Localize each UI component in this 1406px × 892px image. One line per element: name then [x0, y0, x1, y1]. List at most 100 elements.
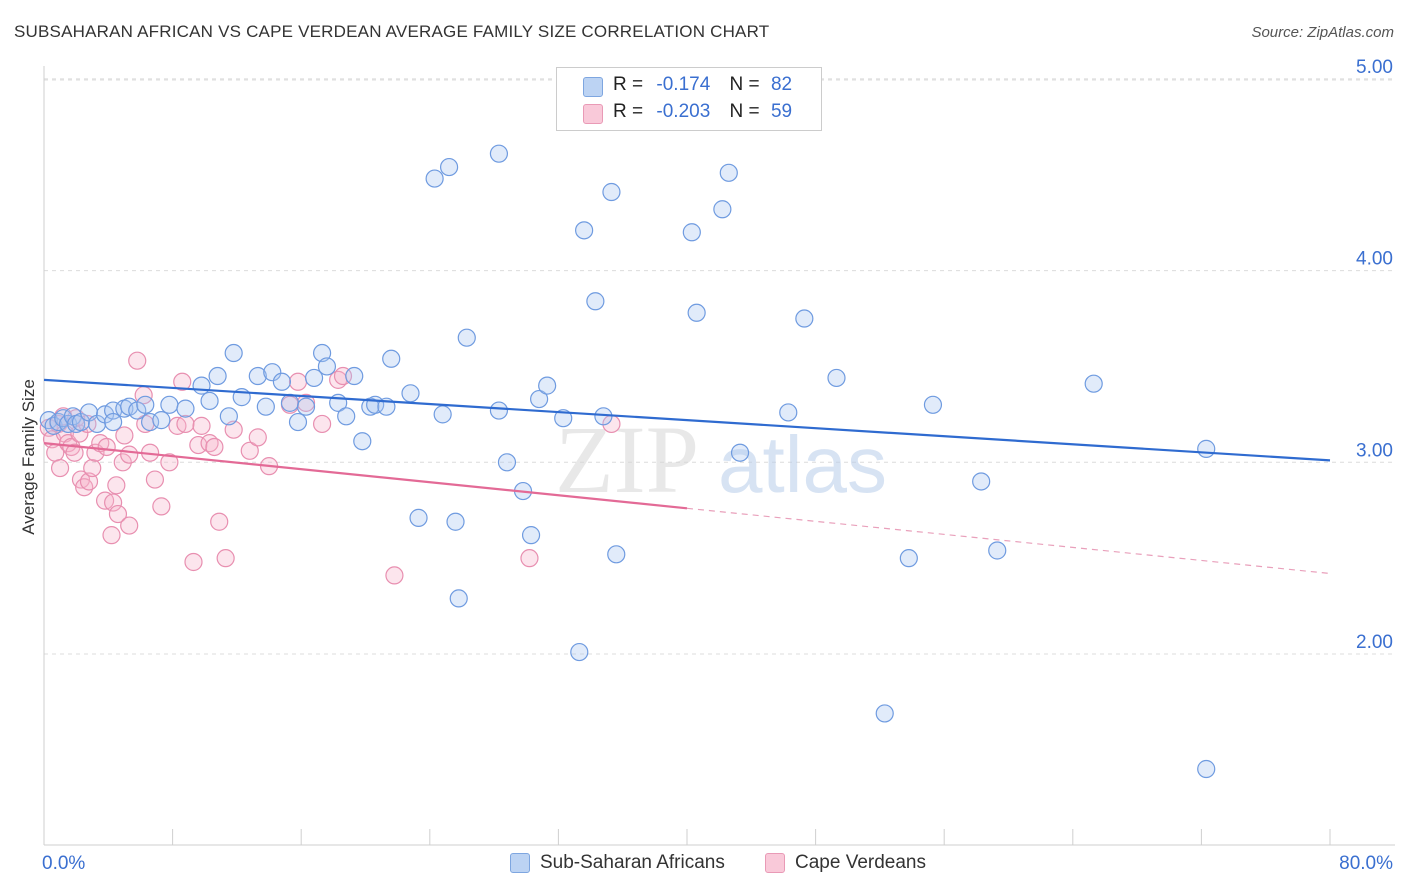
sub-saharan-africans-point	[337, 407, 356, 426]
cape-verdeans-point	[385, 566, 404, 585]
chart-title: SUBSAHARAN AFRICAN VS CAPE VERDEAN AVERA…	[14, 22, 770, 41]
cape-verdeans-point	[224, 420, 243, 439]
sub-saharan-africans-point	[607, 545, 626, 564]
sub-saharan-africans-point	[280, 393, 300, 412]
sub-saharan-africans-points	[39, 144, 1216, 779]
sub-saharan-africans-point	[224, 343, 243, 363]
cape-verdeans-point	[189, 435, 208, 455]
sub-saharan-africans-point	[446, 512, 465, 531]
source-label: Source: ZipAtlas.com	[1251, 24, 1394, 41]
trend-line-cape-verdeans-extension	[686, 507, 1331, 575]
sub-saharan-africans-point	[312, 343, 332, 363]
cape-verdeans-point	[288, 372, 308, 391]
sub-saharan-africans-point	[176, 399, 195, 418]
cape-verdeans-point	[520, 549, 539, 568]
sub-saharan-africans-point	[575, 221, 594, 240]
sub-saharan-africans-point	[219, 407, 238, 426]
cape-verdeans-point	[176, 414, 195, 434]
sub-saharan-africans-point	[288, 412, 308, 432]
sub-saharan-africans-point	[827, 368, 846, 388]
legend-swatch-pink	[765, 853, 785, 873]
sub-saharan-africans-point	[104, 412, 123, 432]
axes	[43, 66, 1395, 846]
tick-labels: 2.00 3.00 4.00 5.00 0.0% 80.0%	[42, 57, 1393, 874]
x-tick-label: 0.0%	[42, 853, 85, 874]
sub-saharan-africans-point	[530, 389, 549, 409]
sub-saharan-africans-point	[248, 366, 267, 386]
grid-lines	[44, 78, 1392, 655]
sub-saharan-africans-point	[140, 412, 160, 432]
sub-saharan-africans-point	[795, 309, 814, 328]
y-axis-label: Average Family Size	[19, 379, 38, 535]
watermark-atlas: atlas	[718, 420, 887, 509]
y-tick-label: 4.00	[1356, 249, 1393, 270]
cape-verdeans-point	[107, 476, 126, 495]
cape-verdeans-point	[115, 426, 134, 445]
cape-verdeans-point	[173, 372, 192, 391]
sub-saharan-africans-point	[602, 182, 621, 202]
legend-n-value: 82	[770, 74, 793, 95]
cape-verdeans-point	[102, 526, 121, 545]
sub-saharan-africans-point	[682, 223, 701, 242]
legend-r-label: R =	[613, 101, 644, 122]
sub-saharan-africans-point	[972, 472, 991, 491]
sub-saharan-africans-point	[433, 405, 452, 424]
sub-saharan-africans-point	[719, 163, 738, 182]
sub-saharan-africans-point	[449, 589, 468, 608]
sub-saharan-africans-point	[713, 200, 732, 219]
sub-saharan-africans-point	[570, 642, 589, 662]
sub-saharan-africans-point	[152, 411, 171, 430]
sub-saharan-africans-point	[554, 409, 573, 428]
sub-saharan-africans-point	[730, 443, 750, 462]
sub-saharan-africans-point	[263, 363, 282, 382]
cape-verdeans-point	[75, 478, 94, 497]
sub-saharan-africans-point	[538, 376, 557, 395]
cape-verdeans-point	[192, 416, 211, 435]
cape-verdeans-point	[128, 351, 147, 370]
cape-verdeans-point	[108, 504, 128, 524]
x-tick-label: 80.0%	[1339, 853, 1393, 874]
legend-label: Sub-Saharan Africans	[540, 852, 725, 873]
cape-verdeans-point	[205, 437, 224, 457]
sub-saharan-africans-point	[988, 541, 1007, 560]
sub-saharan-africans-point	[353, 432, 372, 451]
cape-verdeans-point	[120, 445, 139, 464]
cape-verdeans-point	[210, 512, 229, 531]
sub-saharan-africans-point	[401, 384, 420, 403]
trend-line-cape-verdeans	[43, 442, 688, 510]
sub-saharan-africans-point	[272, 372, 292, 391]
cape-verdeans-point	[248, 428, 267, 447]
cape-verdeans-point	[160, 453, 179, 472]
watermark: ZIP atlas	[555, 406, 887, 513]
sub-saharan-africans-point	[1197, 759, 1216, 779]
cape-verdeans-point	[216, 549, 235, 568]
watermark-zip: ZIP	[555, 406, 699, 513]
legend-label: Cape Verdeans	[795, 852, 926, 873]
sub-saharan-africans-point	[160, 395, 179, 414]
cape-verdeans-point	[145, 470, 165, 489]
sub-saharan-africans-point	[304, 368, 324, 388]
trend-line-sub-saharan-africans	[43, 378, 1331, 462]
legend-n-label: N =	[729, 74, 760, 95]
cape-verdeans-point	[50, 458, 70, 478]
sub-saharan-africans-point	[200, 391, 219, 411]
y-tick-label: 2.00	[1356, 632, 1393, 653]
sub-saharan-africans-point	[382, 349, 401, 368]
legend-r-label: R =	[613, 74, 644, 95]
cape-verdeans-point	[120, 516, 139, 535]
sub-saharan-africans-point	[192, 376, 211, 395]
y-tick-label: 5.00	[1356, 57, 1393, 78]
sub-saharan-africans-point	[1197, 439, 1216, 458]
sub-saharan-africans-point	[296, 397, 316, 416]
sub-saharan-africans-point	[779, 403, 798, 422]
cape-verdeans-point	[79, 472, 99, 491]
sub-saharan-africans-point	[256, 397, 275, 416]
cape-verdeans-point	[152, 497, 171, 516]
legend-r-value: -0.203	[656, 101, 711, 122]
cape-verdeans-point	[97, 437, 116, 457]
sub-saharan-africans-point	[425, 169, 444, 188]
legend-r-value: -0.174	[656, 74, 711, 95]
legend-n-value: 59	[770, 101, 793, 122]
cape-verdeans-point	[104, 493, 123, 512]
